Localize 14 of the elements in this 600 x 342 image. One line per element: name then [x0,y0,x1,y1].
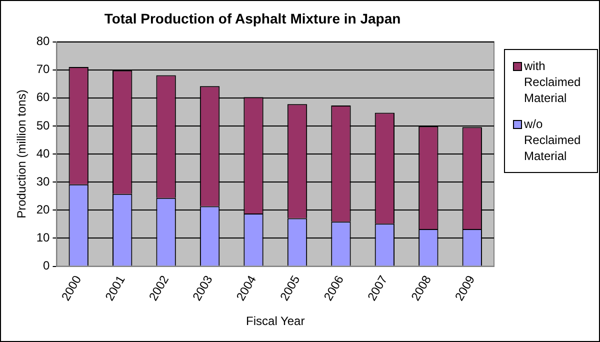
y-tick-label: 10 [36,230,50,245]
y-tick-label: 50 [36,118,50,132]
y-tick-label: 60 [36,90,50,104]
y-tick-label: 20 [36,202,50,216]
y-tick-label: 70 [36,62,50,76]
y-axis-title: Production (million tons) [14,90,29,218]
y-tick-label: 0 [43,258,50,273]
legend-label: with Reclaimed Material [524,58,582,106]
y-tick-label: 30 [36,174,50,188]
x-axis-title: Fiscal Year [246,314,305,328]
y-tick-label: 40 [36,146,50,160]
chart-title: Total Production of Asphalt Mixture in Japan [104,10,401,26]
legend-label: w/o Reclaimed Material [524,116,582,164]
y-tick-label: 80 [36,34,50,48]
